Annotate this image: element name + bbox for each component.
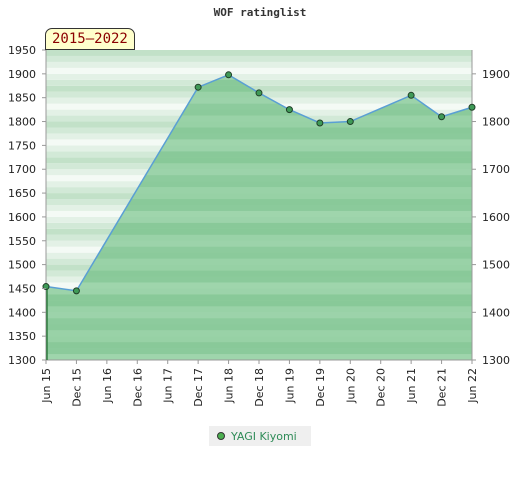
y-tick-label-left: 1900 [8, 68, 36, 81]
area-stripe [46, 133, 472, 140]
y-tick-label-left: 1750 [8, 139, 36, 152]
area-stripe [46, 252, 472, 259]
series-area [46, 74, 472, 361]
y-tick-label-left: 1500 [8, 259, 36, 272]
x-tick-label: Dec 18 [253, 368, 266, 407]
y-tick-label-left: 1400 [8, 306, 36, 319]
period-badge: 2015–2022 [45, 28, 135, 50]
y-tick-label-right: 1300 [482, 354, 510, 367]
area-stripe [46, 276, 472, 283]
area-stripe [46, 151, 472, 158]
area-stripe [46, 300, 472, 307]
y-tick-label-right: 1900 [482, 68, 510, 81]
area-stripe [46, 324, 472, 331]
x-tick-label: Jun 22 [466, 368, 479, 404]
x-tick-label: Dec 15 [70, 368, 83, 407]
data-point [225, 71, 233, 79]
y-tick-label-left: 1450 [8, 282, 36, 295]
background-band [46, 79, 472, 86]
background-band [46, 67, 472, 74]
background-band [46, 61, 472, 68]
x-tick-label: Dec 19 [314, 368, 327, 407]
area-stripe [46, 342, 472, 349]
x-tick-label: Jun 15 [40, 368, 53, 404]
x-tick-label: Jun 21 [405, 368, 418, 404]
area-stripe [46, 157, 472, 164]
x-tick-label: Dec 21 [436, 368, 449, 407]
background-band [46, 50, 472, 56]
x-tick-label: Dec 17 [192, 368, 205, 407]
area-fill [46, 74, 472, 361]
data-point [468, 103, 476, 111]
y-tick-label-left: 1700 [8, 163, 36, 176]
y-tick-label-right: 1800 [482, 116, 510, 129]
chart-title: WOF ratinglist [213, 6, 307, 19]
data-point [285, 106, 293, 114]
y-tick-label-right: 1600 [482, 211, 510, 224]
area-stripe [46, 199, 472, 205]
data-point [72, 287, 80, 295]
area-stripe [46, 348, 472, 355]
area-stripe [46, 228, 472, 235]
background-band [46, 85, 472, 92]
background-band [46, 55, 472, 62]
area-stripe [46, 175, 472, 182]
y-tick-label-left: 1350 [8, 330, 36, 343]
y-tick-label-left: 1850 [8, 92, 36, 105]
data-point [194, 83, 202, 91]
y-tick-label-left: 1800 [8, 116, 36, 129]
area-stripe [46, 222, 472, 229]
y-axis-left-labels: 1300 1350 1400 1450 1500 1550 1600 1650 1700 1750… [8, 44, 46, 367]
x-tick-label: Jun 18 [223, 368, 236, 404]
y-tick-label-right: 1500 [482, 259, 510, 272]
data-point [407, 91, 415, 99]
y-tick-label-left: 1600 [8, 211, 36, 224]
background-band [46, 73, 472, 80]
x-tick-label: Jun 19 [283, 368, 296, 404]
area-stripe [46, 205, 472, 211]
y-axis-right-labels: 1300 1400 1500 1600 1700 1800 1900 [472, 68, 510, 367]
area-stripe [46, 109, 472, 116]
data-point [255, 89, 263, 97]
data-point [438, 113, 446, 121]
x-tick-label: Dec 20 [375, 368, 388, 407]
legend[interactable]: YAGI Kiyomi [209, 426, 311, 446]
y-tick-label-left: 1650 [8, 187, 36, 200]
area-stripe [46, 270, 472, 277]
y-tick-label-left: 1950 [8, 44, 36, 57]
x-tick-label: Jun 20 [344, 368, 357, 404]
y-tick-label-right: 1700 [482, 163, 510, 176]
area-stripe [46, 103, 472, 110]
area-stripe [46, 181, 472, 188]
area-stripe [46, 318, 472, 325]
data-points [42, 71, 476, 295]
y-tick-label-left: 1550 [8, 235, 36, 248]
x-axis-labels: Jun 15 Dec 15 Jun 16 Dec 16 Jun 17 Dec 17 Jun … [40, 360, 479, 407]
data-point [346, 118, 354, 126]
legend-marker-icon [217, 432, 225, 440]
area-stripe [46, 294, 472, 301]
legend-series-label: YAGI Kiyomi [231, 429, 297, 443]
y-tick-label-right: 1400 [482, 306, 510, 319]
x-tick-label: Dec 16 [131, 368, 144, 407]
area-stripe [46, 127, 472, 134]
area-stripes [46, 79, 472, 355]
data-point [316, 119, 324, 127]
x-tick-label: Jun 17 [162, 368, 175, 404]
x-tick-label: Jun 16 [101, 368, 114, 404]
y-tick-label-left: 1300 [8, 354, 36, 367]
area-stripe [46, 246, 472, 253]
